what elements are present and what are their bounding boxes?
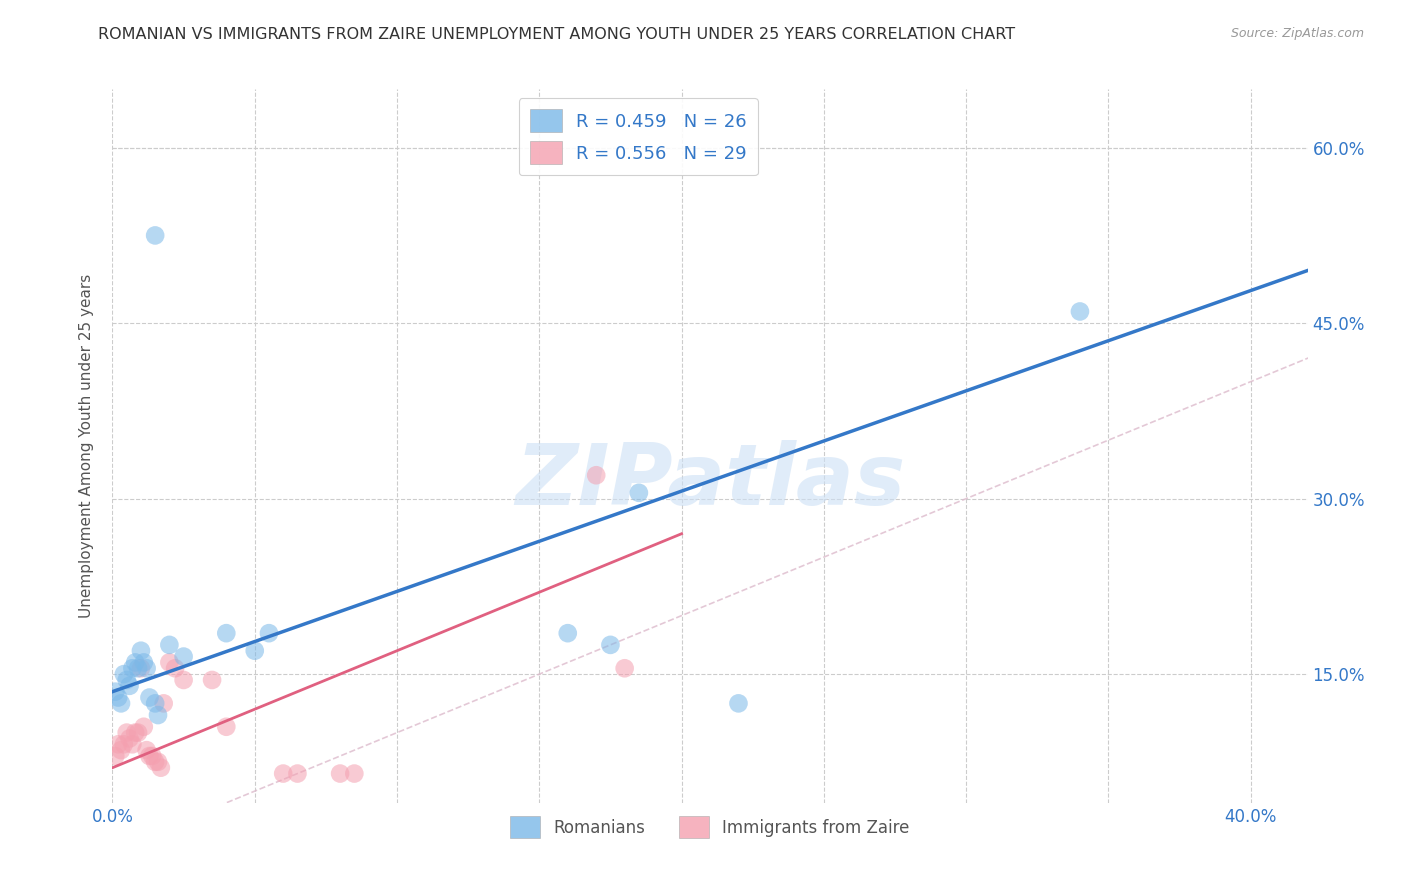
Point	[149, 761, 172, 775]
Point	[124, 725, 146, 739]
Point	[110, 697, 132, 711]
Point	[627, 485, 650, 500]
Point	[727, 697, 749, 711]
Point	[143, 697, 166, 711]
Point	[107, 690, 129, 705]
Point	[112, 667, 135, 681]
Point	[138, 690, 160, 705]
Point	[215, 626, 238, 640]
Point	[129, 661, 152, 675]
Point	[135, 743, 157, 757]
Point	[129, 644, 152, 658]
Point	[127, 661, 149, 675]
Point	[215, 720, 238, 734]
Point	[107, 737, 129, 751]
Point	[112, 737, 135, 751]
Point	[173, 649, 195, 664]
Point	[1069, 304, 1091, 318]
Point	[121, 737, 143, 751]
Point	[343, 766, 366, 780]
Point	[118, 679, 141, 693]
Point	[146, 755, 169, 769]
Point	[104, 684, 127, 698]
Point	[138, 749, 160, 764]
Text: ZIPatlas: ZIPatlas	[515, 440, 905, 524]
Point	[585, 468, 607, 483]
Point	[132, 656, 155, 670]
Point	[329, 766, 352, 780]
Point	[118, 731, 141, 746]
Text: Source: ZipAtlas.com: Source: ZipAtlas.com	[1230, 27, 1364, 40]
Point	[143, 228, 166, 243]
Point	[127, 725, 149, 739]
Point	[271, 766, 294, 780]
Point	[146, 708, 169, 723]
Legend: Romanians, Immigrants from Zaire: Romanians, Immigrants from Zaire	[503, 810, 917, 845]
Point	[141, 749, 163, 764]
Point	[121, 661, 143, 675]
Point	[104, 749, 127, 764]
Point	[115, 725, 138, 739]
Text: ROMANIAN VS IMMIGRANTS FROM ZAIRE UNEMPLOYMENT AMONG YOUTH UNDER 25 YEARS CORREL: ROMANIAN VS IMMIGRANTS FROM ZAIRE UNEMPL…	[98, 27, 1015, 42]
Point	[173, 673, 195, 687]
Point	[124, 656, 146, 670]
Point	[243, 644, 266, 658]
Point	[132, 720, 155, 734]
Y-axis label: Unemployment Among Youth under 25 years: Unemployment Among Youth under 25 years	[79, 274, 94, 618]
Point	[157, 656, 180, 670]
Point	[152, 697, 174, 711]
Point	[165, 661, 187, 675]
Point	[110, 743, 132, 757]
Point	[557, 626, 579, 640]
Point	[599, 638, 621, 652]
Point	[115, 673, 138, 687]
Point	[157, 638, 180, 652]
Point	[613, 661, 636, 675]
Point	[135, 661, 157, 675]
Point	[143, 755, 166, 769]
Point	[287, 766, 309, 780]
Point	[257, 626, 280, 640]
Point	[201, 673, 224, 687]
